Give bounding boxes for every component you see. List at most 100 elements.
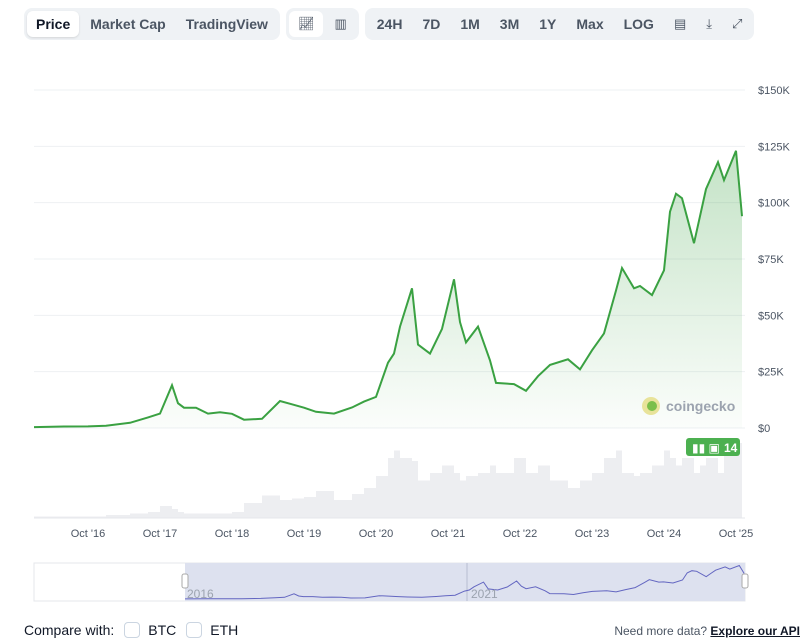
y-tick-label: $75K bbox=[758, 254, 784, 266]
volume-bar bbox=[130, 513, 148, 518]
compare-btc-label: BTC bbox=[148, 622, 177, 638]
range-1m[interactable]: 1M bbox=[460, 16, 480, 32]
calendar-icon[interactable]: ▤ bbox=[673, 16, 687, 31]
volume-bar bbox=[496, 473, 514, 518]
api-promo: Need more data? Explore our API bbox=[614, 624, 800, 638]
price-area bbox=[34, 150, 742, 429]
x-tick-label: Oct '17 bbox=[143, 528, 178, 540]
x-tick-label: Oct '21 bbox=[431, 528, 466, 540]
range-max[interactable]: Max bbox=[576, 16, 604, 32]
footer: Compare with: BTC ETH Need more data? Ex… bbox=[24, 622, 800, 638]
event-badge[interactable]: ▮▮ ▣ 14 bbox=[686, 438, 740, 456]
volume-bar bbox=[682, 458, 694, 518]
explore-api-link[interactable]: Explore our API bbox=[710, 624, 800, 638]
compare-label: Compare with: bbox=[24, 622, 115, 638]
volume-bar bbox=[724, 450, 736, 518]
download-icon[interactable]: ⤓ bbox=[706, 16, 712, 31]
svg-text:14: 14 bbox=[724, 441, 738, 455]
volume-bar bbox=[196, 513, 208, 518]
volume-bar bbox=[526, 473, 538, 518]
volume-bar bbox=[232, 512, 244, 518]
volume-bar bbox=[388, 458, 394, 518]
volume-bar bbox=[244, 503, 262, 518]
expand-icon[interactable]: ⤢ bbox=[732, 16, 743, 31]
volume-bar bbox=[316, 491, 334, 518]
volume-bar bbox=[304, 497, 316, 518]
volume-bar bbox=[478, 473, 490, 518]
volume-bar bbox=[148, 512, 160, 518]
x-tick-label: Oct '16 bbox=[71, 528, 106, 540]
candlestick-chart-icon[interactable]: ▥ bbox=[334, 16, 347, 31]
range-24h[interactable]: 24H bbox=[376, 16, 403, 32]
volume-bar bbox=[376, 476, 388, 518]
tab-tradingview[interactable]: TradingView bbox=[185, 16, 268, 32]
volume-bar bbox=[604, 458, 616, 518]
chart-type-group: 📈︎ ▥ bbox=[285, 8, 359, 40]
range-1y[interactable]: 1Y bbox=[539, 16, 557, 32]
volume-bar bbox=[670, 458, 676, 518]
volume-bar bbox=[538, 465, 550, 518]
volume-bar bbox=[568, 488, 580, 518]
volume-bar bbox=[580, 480, 592, 518]
price-line bbox=[33, 150, 743, 429]
price-chart[interactable]: $0 $25K $50K $75K $100K $125K $150K Oct '16 Oct … bbox=[0, 50, 800, 610]
volume-bar bbox=[220, 513, 232, 518]
volume-bar bbox=[34, 516, 64, 518]
y-tick-label: $150K bbox=[758, 85, 790, 97]
volume-bar bbox=[394, 450, 400, 518]
range-3m[interactable]: 3M bbox=[499, 16, 520, 32]
volume-bar bbox=[460, 480, 466, 518]
volume-bar bbox=[88, 516, 106, 518]
range-7d[interactable]: 7D bbox=[422, 16, 441, 32]
y-tick-label: $50K bbox=[758, 310, 784, 322]
compare-eth-checkbox[interactable] bbox=[186, 622, 203, 638]
y-tick-label: $125K bbox=[758, 141, 790, 153]
volume-bar bbox=[490, 465, 496, 518]
x-tick-label: Oct '25 bbox=[719, 528, 754, 540]
volume-bar bbox=[208, 513, 220, 518]
volume-bar bbox=[418, 480, 430, 518]
compare-eth-label: ETH bbox=[210, 622, 239, 638]
x-tick-label: Oct '18 bbox=[215, 528, 250, 540]
view-tabs: Price Market Cap TradingView bbox=[24, 8, 280, 40]
compare-btc-checkbox[interactable] bbox=[124, 622, 141, 638]
navigator-label: 2016 bbox=[187, 587, 214, 601]
range-group: 24H 7D 1M 3M 1Y Max LOG ▤ ⤓ ⤢ bbox=[364, 8, 755, 40]
volume-bar bbox=[736, 443, 742, 518]
volume-bar bbox=[364, 488, 376, 518]
volume-bar bbox=[640, 473, 652, 518]
volume-bar bbox=[160, 506, 172, 518]
volume-bar bbox=[292, 498, 304, 518]
volume-bar bbox=[334, 500, 352, 518]
volume-bar bbox=[694, 473, 700, 518]
volume-bar bbox=[400, 458, 412, 518]
volume-bar bbox=[106, 515, 130, 518]
volume-bar bbox=[700, 465, 706, 518]
chart-toolbar: Price Market Cap TradingView 📈︎ ▥ 24H 7D… bbox=[24, 8, 755, 40]
volume-bar bbox=[352, 494, 364, 518]
range-navigator[interactable]: 2016 2021 bbox=[33, 562, 749, 602]
y-tick-label: $100K bbox=[758, 198, 790, 210]
x-tick-label: Oct '22 bbox=[503, 528, 538, 540]
tab-market-cap[interactable]: Market Cap bbox=[90, 16, 166, 32]
volume-bar bbox=[442, 465, 454, 518]
volume-bar bbox=[412, 461, 418, 518]
line-chart-icon[interactable]: 📈︎ bbox=[288, 11, 324, 37]
tab-price[interactable]: Price bbox=[27, 11, 80, 37]
navigator-right-handle[interactable] bbox=[741, 573, 749, 589]
y-tick-label: $25K bbox=[758, 367, 784, 379]
volume-bar bbox=[178, 512, 184, 518]
navigator-left-handle[interactable] bbox=[181, 573, 189, 589]
volume-bar bbox=[280, 500, 292, 518]
svg-text:coingecko: coingecko bbox=[666, 398, 735, 414]
log-scale-button[interactable]: LOG bbox=[623, 16, 654, 32]
coingecko-watermark: coingecko bbox=[642, 397, 735, 415]
x-tick-label: Oct '23 bbox=[575, 528, 610, 540]
volume-bar bbox=[514, 458, 526, 518]
volume-bar bbox=[634, 476, 640, 518]
x-tick-label: Oct '20 bbox=[359, 528, 394, 540]
volume-bar bbox=[262, 495, 280, 518]
volume-bar bbox=[172, 509, 178, 518]
volume-bar bbox=[550, 480, 568, 518]
volume-bar bbox=[664, 450, 670, 518]
